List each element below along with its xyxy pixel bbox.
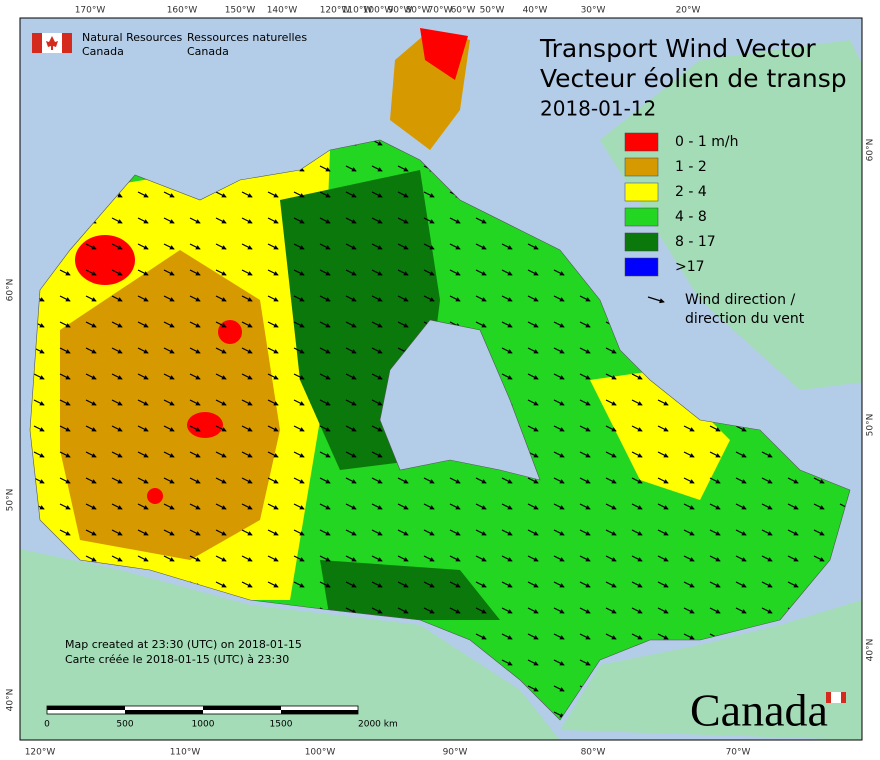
longitude-label: 70°W <box>428 6 453 16</box>
legend-label: >17 <box>675 259 705 275</box>
org-fr: Canada <box>187 45 229 58</box>
longitude-label: 150°W <box>225 6 256 16</box>
org-fr: Ressources naturelles <box>187 31 307 44</box>
legend-label: 2 - 4 <box>675 184 707 200</box>
longitude-label: 50°W <box>480 6 505 16</box>
longitude-label: 80°W <box>406 6 431 16</box>
scale-segment <box>125 710 203 714</box>
scale-label: 1000 <box>192 720 215 730</box>
longitude-label: 100°W <box>305 748 336 758</box>
title-block: Transport Wind Vector Vecteur éolien de … <box>539 34 847 121</box>
date: 2018-01-12 <box>540 97 656 121</box>
legend: Wind direction / direction du vent 0 - 1… <box>624 132 805 327</box>
longitude-label: 160°W <box>167 6 198 16</box>
greenland <box>600 40 862 390</box>
flag-bar <box>62 33 72 53</box>
legend-swatch <box>624 232 659 252</box>
note: Map created at 23:30 (UTC) on 2018-01-15 <box>65 638 302 651</box>
legend-swatch <box>624 132 659 152</box>
org-en: Natural Resources <box>82 31 183 44</box>
legend-label: 4 - 8 <box>675 209 707 225</box>
legend-swatch <box>624 257 659 277</box>
maple-leaf <box>46 36 58 50</box>
scale-label: 1500 <box>270 720 293 730</box>
longitude-label: 120°W <box>320 6 351 16</box>
title: Transport Wind Vector <box>539 34 816 63</box>
longitude-label: 120°W <box>25 748 56 758</box>
wind-label: direction du vent <box>685 311 805 327</box>
longitude-label: 90°W <box>443 748 468 758</box>
legend-label: 8 - 17 <box>675 234 716 250</box>
legend-swatch <box>624 207 659 227</box>
scale-label: 2000 km <box>358 720 398 730</box>
wind-label: Wind direction / <box>685 292 795 308</box>
legend-swatch <box>624 157 659 177</box>
scale-label: 0 <box>44 720 50 730</box>
scale-bar <box>46 705 359 715</box>
longitude-label: 170°W <box>75 6 106 16</box>
latitude-label: 40°N <box>6 689 16 712</box>
scale-segment <box>203 706 281 710</box>
scale-segment <box>281 710 358 714</box>
longitude-label: 110°W <box>342 6 373 16</box>
wordmark: Canada <box>690 685 828 736</box>
flag-bar <box>32 33 42 53</box>
wordmark-flag-field <box>831 692 841 703</box>
scale-label: 500 <box>116 720 133 730</box>
latitude-label: 60°N <box>6 279 16 302</box>
longitude-label: 60°W <box>451 6 476 16</box>
longitude-label: 140°W <box>267 6 298 16</box>
longitude-label: 110°W <box>170 748 201 758</box>
longitude-label: 30°W <box>581 6 606 16</box>
ellesmere-north <box>420 28 468 80</box>
latitude-label: 50°N <box>866 414 876 437</box>
note: Carte créée le 2018-01-15 (UTC) à 23:30 <box>65 653 289 666</box>
scale-segment <box>47 706 125 710</box>
map-frame <box>19 17 863 741</box>
legend-swatch <box>624 182 659 202</box>
longitude-label: 90°W <box>388 6 413 16</box>
longitude-label: 70°W <box>726 748 751 758</box>
latitude-label: 50°N <box>6 489 16 512</box>
legend-label: 0 - 1 m/h <box>675 134 738 150</box>
notes: Map created at 23:30 (UTC) on 2018-01-15… <box>65 638 302 666</box>
title: Vecteur éolien de transp <box>540 64 847 93</box>
longitude-label: 20°W <box>676 6 701 16</box>
longitude-label: 40°W <box>523 6 548 16</box>
united-states <box>20 549 862 740</box>
longitude-label: 100°W <box>363 6 394 16</box>
legend-label: 1 - 2 <box>675 159 707 175</box>
header: Natural Resources Canada Ressources natu… <box>32 31 307 58</box>
wind-arrow-key <box>647 296 665 304</box>
longitude-label: 80°W <box>581 748 606 758</box>
org-en: Canada <box>82 45 124 58</box>
latitude-label: 40°N <box>866 639 876 662</box>
latitude-label: 60°N <box>866 139 876 162</box>
